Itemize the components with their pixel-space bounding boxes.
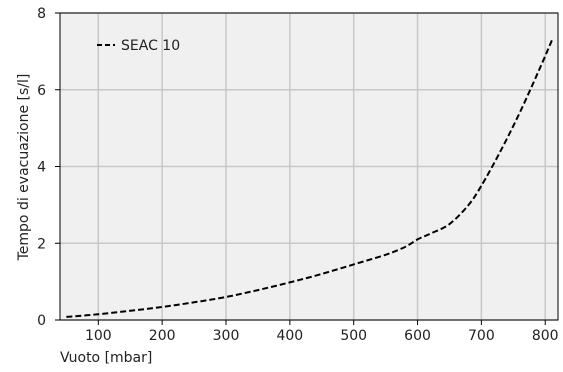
y-axis-title: Tempo di evacuazione [s/l] (16, 74, 32, 262)
legend-label: SEAC 10 (121, 38, 180, 54)
x-tick-label: 300 (213, 328, 240, 344)
y-tick-label: 8 (37, 6, 46, 22)
y-tick-label: 6 (37, 83, 46, 99)
legend: SEAC 10 (97, 38, 180, 54)
series-layer (66, 37, 554, 318)
y-tick-label: 2 (37, 236, 46, 252)
y-tick-label: 0 (37, 313, 46, 329)
x-tick-label: 200 (149, 328, 176, 344)
x-axis-title: Vuoto [mbar] (60, 350, 152, 366)
x-tick-label: 500 (340, 328, 367, 344)
x-tick-label: 100 (85, 328, 112, 344)
x-tick-label: 800 (532, 328, 559, 344)
series-line-seac-10 (66, 37, 554, 318)
x-tick-label: 700 (468, 328, 495, 344)
ticks: 100 200 300 400 500 600 700 800 0 2 4 6 8 (37, 6, 559, 344)
x-tick-label: 400 (276, 328, 303, 344)
y-tick-label: 4 (37, 160, 46, 176)
x-tick-label: 600 (404, 328, 431, 344)
